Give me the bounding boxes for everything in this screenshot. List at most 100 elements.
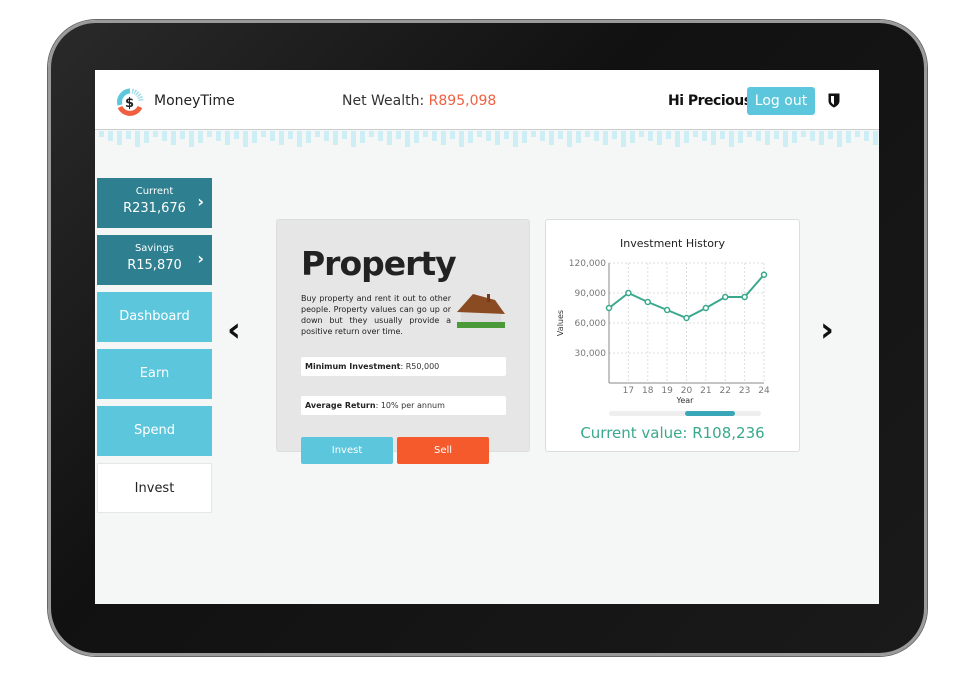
decor-bar: [351, 131, 356, 147]
decor-bar: [378, 131, 383, 141]
brand-name: MoneyTime: [154, 93, 235, 109]
decor-bar: [279, 131, 284, 145]
decor-bar: [648, 131, 653, 141]
decorative-bars: [99, 131, 878, 147]
decor-bar: [324, 131, 329, 141]
decor-bar: [774, 131, 779, 139]
min-value: : R50,000: [400, 362, 440, 371]
chart-scrollbar[interactable]: [609, 411, 761, 416]
decor-bar: [477, 131, 482, 137]
decor-bar: [486, 131, 491, 141]
decor-bar: [792, 131, 797, 143]
decor-bar: [243, 131, 248, 147]
decor-bar: [162, 131, 167, 141]
decor-bar: [603, 131, 608, 145]
net-wealth-value: R895,098: [428, 93, 497, 109]
svg-text:$: $: [125, 96, 134, 111]
y-tick-label: 90,000: [575, 289, 607, 299]
x-tick-label: 21: [700, 386, 711, 396]
minimum-investment: Minimum Investment: R50,000: [301, 357, 506, 376]
decor-bar: [846, 131, 851, 143]
decor-bar: [765, 131, 770, 145]
decor-bar: [261, 131, 266, 137]
decor-bar: [315, 131, 320, 137]
data-point: [702, 304, 710, 312]
decor-bar: [756, 131, 761, 141]
decor-bar: [801, 131, 806, 137]
line-chart: Values Year 30,000 60,000 90,000 120,000 17 1…: [556, 259, 770, 405]
decor-bar: [414, 131, 419, 143]
sidebar-item-spend[interactable]: Spend: [97, 406, 212, 456]
decor-bar: [594, 131, 599, 141]
data-point: [644, 298, 651, 306]
decor-bar: [576, 131, 581, 143]
x-tick-label: 23: [739, 386, 750, 396]
decor-bar: [297, 131, 302, 147]
account-value: R231,676: [123, 201, 186, 216]
investment-card: Property Buy property and rent it out to…: [276, 219, 530, 464]
decor-bar: [468, 131, 473, 143]
decor-bar: [504, 131, 509, 139]
decor-bar: [585, 131, 590, 137]
decor-bar: [819, 131, 824, 145]
sidebar-item-invest[interactable]: Invest: [97, 463, 212, 513]
sidebar-item-dashboard[interactable]: Dashboard: [97, 292, 212, 342]
return-label: Average Return: [305, 401, 376, 410]
investment-description: Buy property and rent it out to other pe…: [301, 294, 451, 336]
net-wealth: Net Wealth: R895,098: [342, 93, 496, 109]
decor-bar: [153, 131, 158, 137]
x-tick-label: 18: [642, 386, 654, 396]
decor-bar: [432, 131, 437, 141]
scrollbar-thumb[interactable]: [685, 411, 735, 416]
data-point: [605, 304, 613, 312]
decor-bar: [495, 131, 500, 145]
sidebar-item-earn[interactable]: Earn: [97, 349, 212, 399]
x-tick-label: 24: [758, 386, 770, 396]
decor-bar: [711, 131, 716, 145]
decor-bar: [837, 131, 842, 147]
y-tick-label: 120,000: [569, 259, 606, 269]
decor-bar: [783, 131, 788, 147]
chevron-right-icon[interactable]: ›: [820, 310, 835, 350]
chevron-right-icon: ›: [197, 249, 204, 268]
x-tick-label: 17: [623, 386, 634, 396]
decor-bar: [540, 131, 545, 141]
decor-bar: [522, 131, 527, 143]
account-value: R15,870: [127, 258, 182, 273]
decor-bar: [630, 131, 635, 143]
decor-bar: [828, 131, 833, 139]
account-current[interactable]: Current R231,676 ›: [97, 178, 212, 228]
decor-bar: [693, 131, 698, 137]
invest-button[interactable]: Invest: [301, 437, 393, 464]
decor-bar: [225, 131, 230, 145]
decor-bar: [675, 131, 680, 147]
decor-bar: [531, 131, 536, 137]
account-label: Current: [135, 186, 174, 197]
decor-bar: [126, 131, 131, 139]
logout-button[interactable]: Log out: [747, 87, 815, 115]
sell-button[interactable]: Sell: [397, 437, 489, 464]
decor-bar: [684, 131, 689, 143]
decor-bar: [450, 131, 455, 139]
decor-bar: [441, 131, 446, 145]
decor-bar: [639, 131, 644, 137]
decor-bar: [288, 131, 293, 139]
data-point: [663, 306, 671, 314]
investment-title: Property: [301, 244, 457, 283]
decor-bar: [171, 131, 176, 145]
decor-bar: [747, 131, 752, 137]
chart-title: Investment History: [620, 237, 725, 250]
data-point: [683, 314, 690, 322]
app-screen: $ MoneyTime Net Wealth: R895,098 Hi Prec…: [95, 70, 879, 604]
decor-bar: [855, 131, 860, 137]
decor-bar: [117, 131, 122, 145]
chevron-left-icon[interactable]: ‹: [227, 310, 242, 350]
decor-bar: [198, 131, 203, 143]
decor-bar: [360, 131, 365, 143]
decor-bar: [657, 131, 662, 145]
decor-bar: [612, 131, 617, 139]
account-savings[interactable]: Savings R15,870 ›: [97, 235, 212, 285]
decor-bar: [558, 131, 563, 139]
chevron-right-icon: ›: [197, 192, 204, 211]
shield-icon[interactable]: [828, 93, 840, 108]
